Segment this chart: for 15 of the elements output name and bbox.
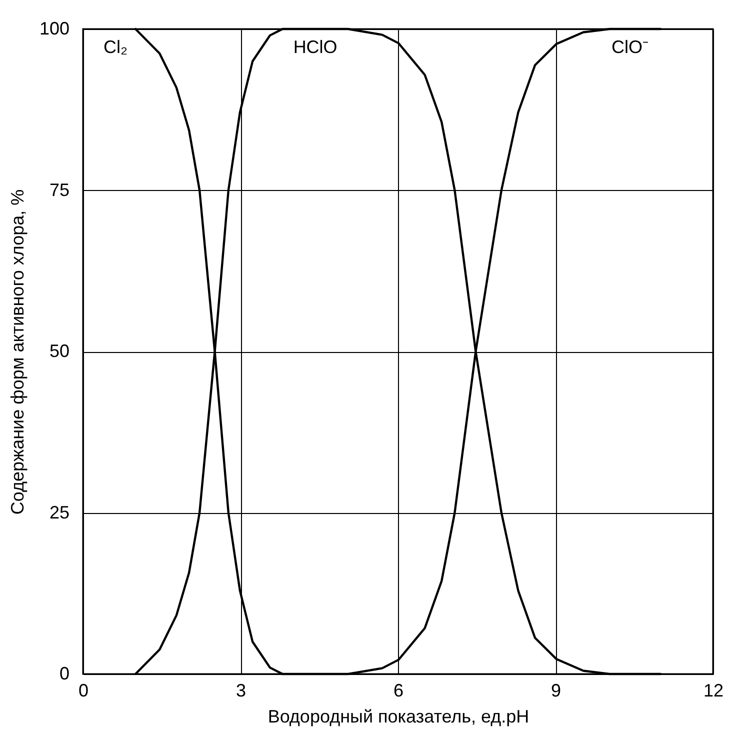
series-label: ClO⁻ (612, 37, 648, 57)
y-tick-label: 100 (39, 18, 70, 38)
x-tick-label: 0 (78, 680, 89, 700)
y-axis-title: Содержание форм активного хлора, % (7, 189, 28, 515)
x-axis-title: Водородный показатель, ед.pH (268, 706, 530, 726)
x-tick-label: 3 (236, 680, 246, 700)
series-label: Cl₂ (104, 37, 128, 57)
y-tick-label: 25 (49, 502, 70, 522)
x-tick-label: 9 (550, 680, 562, 700)
x-tick-label: 12 (703, 680, 724, 700)
y-tick-label: 50 (49, 341, 70, 361)
y-tick-label: 0 (59, 664, 70, 684)
y-tick-label: 75 (49, 180, 70, 200)
x-tick-label: 6 (393, 680, 404, 700)
series-label: HClO (293, 37, 338, 57)
